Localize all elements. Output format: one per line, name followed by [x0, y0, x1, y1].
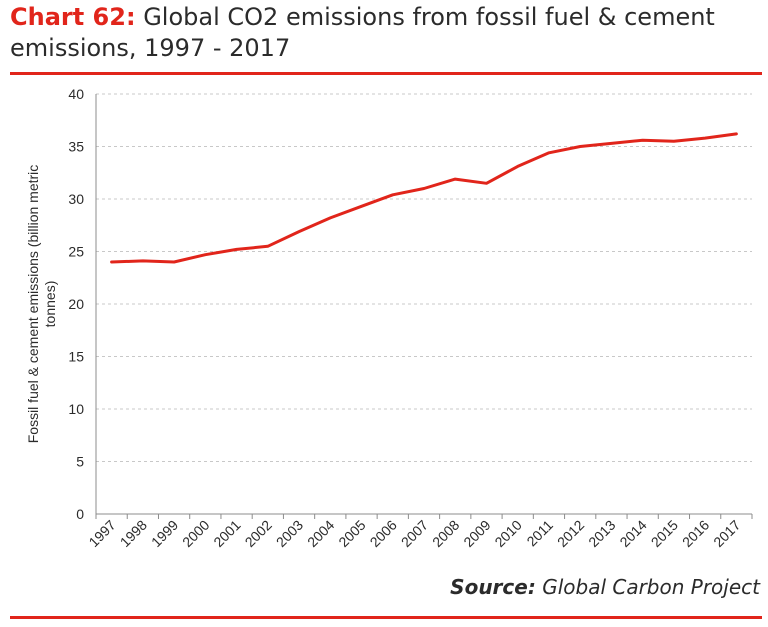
y-tick-label: 0 [76, 506, 84, 522]
axis-layer [95, 94, 753, 519]
y-tick-label: 35 [68, 139, 84, 155]
x-tick-label: 1998 [117, 517, 150, 550]
chart-title-text: Global CO2 emissions from fossil fuel & … [10, 3, 715, 62]
x-tick-labels: 1997199819992000200120022003200420052006… [85, 517, 743, 550]
x-tick-label: 2008 [429, 517, 462, 550]
x-tick-label: 2004 [304, 517, 337, 550]
y-tick-label: 40 [68, 86, 84, 102]
emissions-line [110, 132, 738, 264]
x-tick-label: 2014 [616, 517, 649, 550]
bottom-divider [10, 616, 762, 619]
y-tick-label: 5 [76, 454, 84, 470]
source-text: Global Carbon Project [542, 575, 760, 599]
x-tick-label: 2015 [648, 517, 681, 550]
x-tick-label: 2012 [554, 517, 587, 550]
y-tick-label: 10 [68, 401, 84, 417]
source-label: Source: [450, 575, 536, 599]
grid-layer [96, 93, 752, 462]
x-tick-label: 2010 [491, 517, 524, 550]
chart-title: Chart 62: Global CO2 emissions from foss… [10, 2, 758, 64]
series-layer [110, 132, 738, 264]
x-tick-label: 2005 [335, 517, 368, 550]
y-tick-label: 25 [68, 244, 84, 260]
y-tick-label: 20 [68, 296, 84, 312]
y-tick-labels: 0 5 10 15 20 25 30 35 40 [68, 86, 84, 522]
chart-number: Chart 62: [10, 3, 136, 31]
x-tick-label: 2000 [179, 517, 212, 550]
x-tick-label: 1999 [148, 517, 181, 550]
x-tick-label: 2003 [273, 517, 306, 550]
top-divider [10, 72, 762, 75]
x-tick-label: 2002 [242, 517, 275, 550]
x-tick-label: 2016 [679, 517, 712, 550]
x-tick-label: 2013 [585, 517, 618, 550]
x-tick-label: 2017 [710, 517, 743, 550]
x-tick-label: 2001 [210, 517, 243, 550]
x-tick-label: 2009 [460, 517, 493, 550]
x-tick-label: 2006 [367, 517, 400, 550]
x-tick-label: 2011 [523, 517, 556, 550]
y-axis-label: Fossil fuel & cement emissions (billion … [25, 165, 58, 444]
source-credit: Source: Global Carbon Project [450, 575, 760, 599]
y-tick-label: 15 [68, 349, 84, 365]
y-tick-label: 30 [68, 191, 84, 207]
x-tick-label: 2007 [398, 517, 431, 550]
x-tick-label: 1997 [85, 517, 118, 550]
